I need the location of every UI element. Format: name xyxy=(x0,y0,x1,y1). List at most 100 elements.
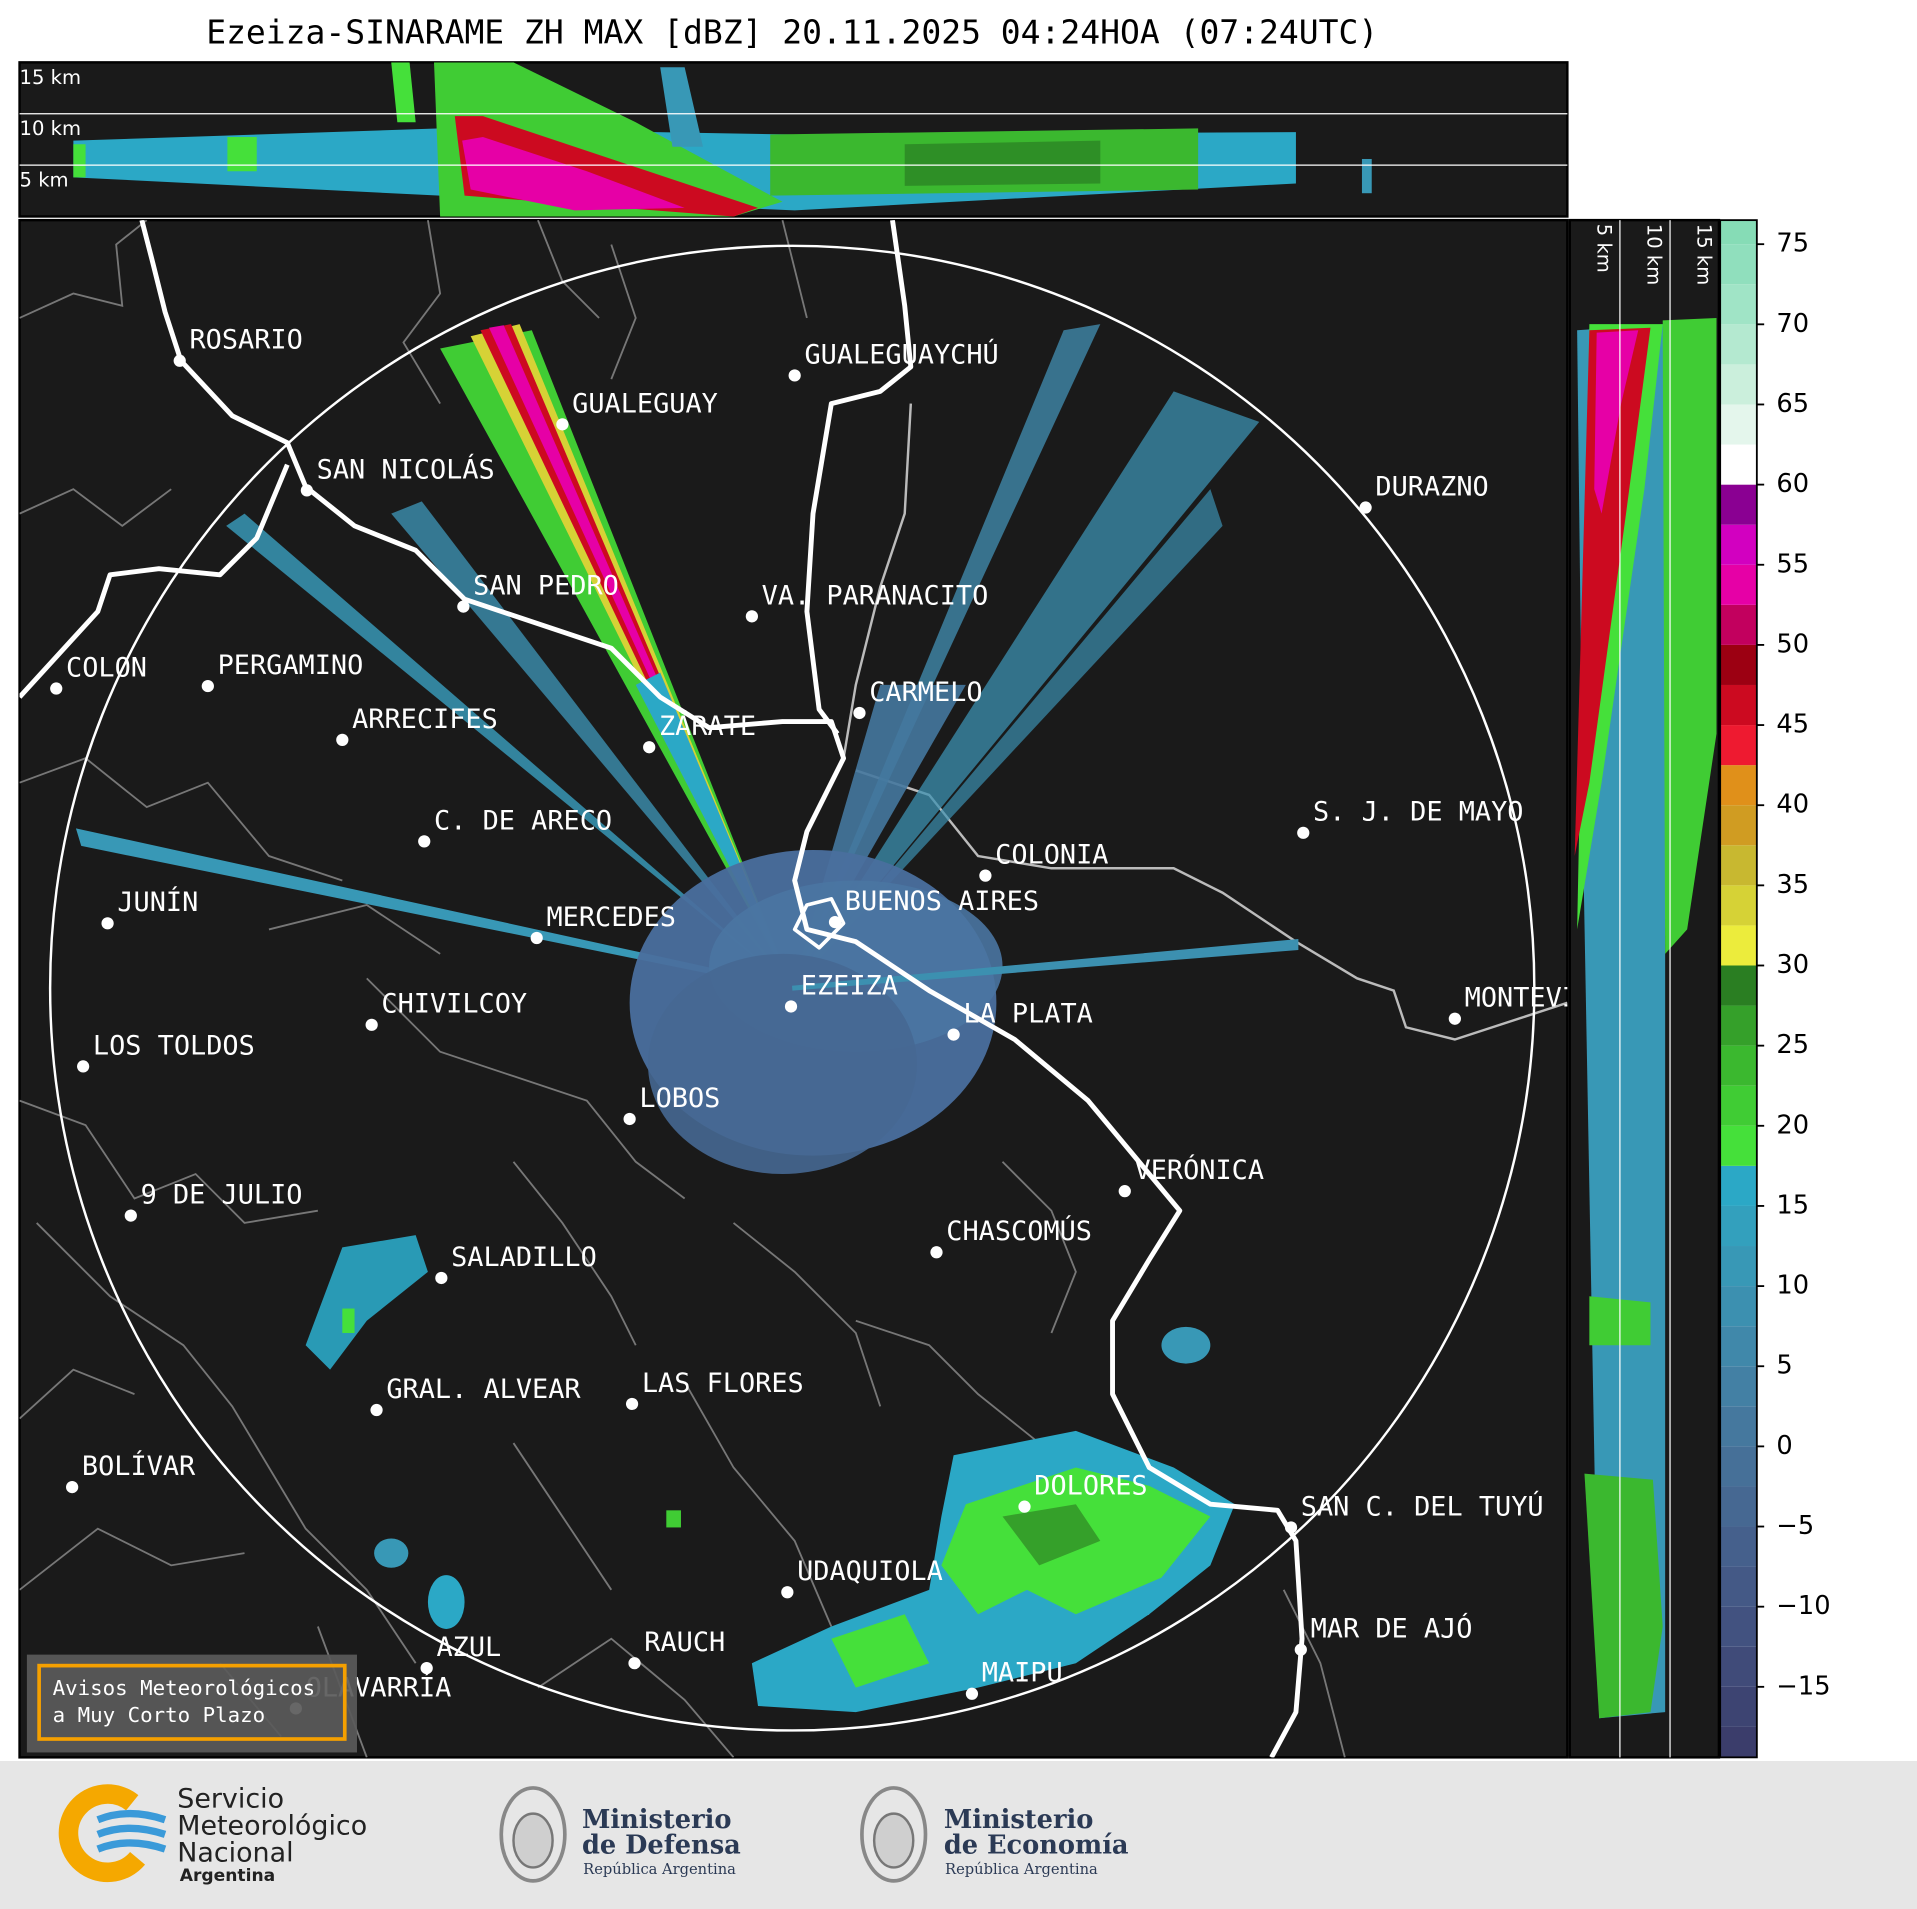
colorbar-band xyxy=(1720,364,1757,405)
height-label: 10 km xyxy=(20,117,81,140)
city-marker xyxy=(365,1018,378,1031)
city-marker xyxy=(643,741,656,754)
colorbar-frame xyxy=(1719,219,1758,1759)
logo-economia-part xyxy=(872,1812,915,1869)
city-label: SAN NICOLÁS xyxy=(317,453,495,485)
height-label: 15 km xyxy=(20,66,81,89)
top-profile-part-part xyxy=(462,136,685,211)
colorbar-band xyxy=(1720,284,1757,325)
logo-text: de Defensa xyxy=(582,1831,741,1861)
top-profile-part-part xyxy=(1361,158,1372,194)
logo-text: Argentina xyxy=(180,1866,275,1886)
logo-economia-part xyxy=(860,1786,928,1883)
city-marker xyxy=(420,1661,433,1675)
logo-text: de Economía xyxy=(944,1831,1129,1861)
notice[interactable]: Avisos Meteorológicos a Muy Corto Plazo xyxy=(26,1654,357,1753)
colorbar-band xyxy=(1720,965,1757,1006)
colorbar-tick-label: 35 xyxy=(1776,870,1809,900)
city-label: ROSARIO xyxy=(189,325,302,356)
city-marker xyxy=(457,600,470,613)
colorbar-tick-label: 20 xyxy=(1776,1110,1809,1140)
city-label: GUALEGUAYCHÚ xyxy=(804,338,998,370)
radar-map: ROSARIO GUALEGUAYCHÚ GUALEGUAY SAN NICOLÁS D… xyxy=(18,218,1627,1759)
city-marker xyxy=(930,1246,943,1259)
coastlines-part xyxy=(48,244,1536,1732)
logo-smn-part xyxy=(58,1784,157,1883)
boundary-lines-part xyxy=(842,403,913,759)
city-label: DURAZNO xyxy=(1375,471,1488,502)
city-marker xyxy=(784,1000,798,1013)
colorbar-band xyxy=(1720,1366,1757,1407)
radar-echoes xyxy=(75,324,1299,1713)
colorbar-band xyxy=(1720,1125,1757,1166)
radar-echoes-part xyxy=(647,953,917,1175)
boundary-lines-part xyxy=(855,769,1568,1041)
city-label: BUENOS AIRES xyxy=(845,886,1039,917)
colorbar-band xyxy=(1720,1085,1757,1126)
colorbar-tick-label: 10 xyxy=(1776,1271,1809,1301)
colorbar-band xyxy=(1720,1045,1757,1086)
city-label: ZÁRATE xyxy=(659,710,756,742)
colorbar-band xyxy=(1720,1005,1757,1046)
city-label: JUNÍN xyxy=(117,886,198,918)
colorbar-tick-label: 60 xyxy=(1776,469,1809,499)
footer-background xyxy=(0,1761,1917,1909)
logo-smn: Servicio Meteorológico Nacional Argentin… xyxy=(58,1784,367,1886)
city-label: CHIVILCOY xyxy=(381,989,527,1020)
city-marker xyxy=(1297,826,1310,839)
notice-text[interactable]: Avisos Meteorológicos xyxy=(53,1676,316,1700)
colorbar-band xyxy=(1720,564,1757,605)
colorbar-tick-label: 75 xyxy=(1776,229,1809,259)
radar-echoes-part xyxy=(342,1308,355,1333)
city-marker xyxy=(336,733,349,746)
city-label: LA PLATA xyxy=(963,999,1093,1030)
logo-economia: Ministerio de Economía República Argenti… xyxy=(860,1786,1129,1883)
city-label: PERGAMINO xyxy=(218,650,364,681)
city-marker xyxy=(124,1209,137,1222)
colorbar-band xyxy=(1720,1526,1757,1567)
logo-text: República Argentina xyxy=(945,1861,1098,1878)
city-label: COLON xyxy=(66,652,147,683)
city-label: GRAL. ALVEAR xyxy=(386,1374,581,1405)
colorbar-tick-label: −15 xyxy=(1776,1671,1830,1701)
colorbar-band xyxy=(1720,805,1757,846)
city-label: DOLORES xyxy=(1034,1471,1147,1502)
colorbar-band xyxy=(1720,1646,1757,1687)
city-label: MONTEVIDEO xyxy=(1465,983,1627,1014)
top-profile-part-part xyxy=(904,140,1101,186)
notice-text[interactable]: a Muy Corto Plazo xyxy=(53,1703,266,1727)
colorbar-band xyxy=(1720,845,1757,886)
city-marker xyxy=(101,917,114,930)
city-label: SALADILLO xyxy=(451,1242,597,1273)
radar-echoes-part xyxy=(440,330,793,989)
city-marker xyxy=(625,1397,639,1411)
colorbar-band xyxy=(1720,524,1757,565)
logo-text: Ministerio xyxy=(944,1805,1094,1835)
colorbar-band xyxy=(1720,604,1757,645)
colorbar-tick-label: 50 xyxy=(1776,629,1809,659)
logo-defensa-part xyxy=(499,1786,567,1883)
height-label: 5 km xyxy=(20,168,69,191)
logo-text: Meteorológico xyxy=(177,1811,367,1842)
colorbar-band xyxy=(1720,1726,1757,1758)
city-marker xyxy=(418,835,431,848)
colorbar-tick-label: −5 xyxy=(1776,1511,1814,1541)
title: Ezeiza-SINARAME ZH MAX [dBZ] 20.11.2025 … xyxy=(206,13,1378,52)
city-label: BOLÍVAR xyxy=(82,1450,196,1482)
height-label: 15 km xyxy=(1693,224,1716,285)
city-marker xyxy=(1359,501,1372,514)
colorbar-band xyxy=(1720,404,1757,445)
side-profile-part-part xyxy=(1584,1473,1663,1719)
city-marker xyxy=(979,869,992,882)
colorbar-band xyxy=(1720,1326,1757,1367)
city-label: SAN PEDRO xyxy=(473,571,619,602)
radar-echoes-part xyxy=(427,1575,465,1629)
city-label: 9 DE JULIO xyxy=(141,1180,303,1211)
colorbar-band xyxy=(1720,885,1757,926)
colorbar-band xyxy=(1720,324,1757,365)
notice-border[interactable] xyxy=(37,1663,347,1741)
city-marker xyxy=(828,915,842,929)
notice-background[interactable] xyxy=(26,1654,357,1753)
colorbar-band xyxy=(1720,765,1757,806)
side-profile-part-part xyxy=(1594,330,1639,514)
